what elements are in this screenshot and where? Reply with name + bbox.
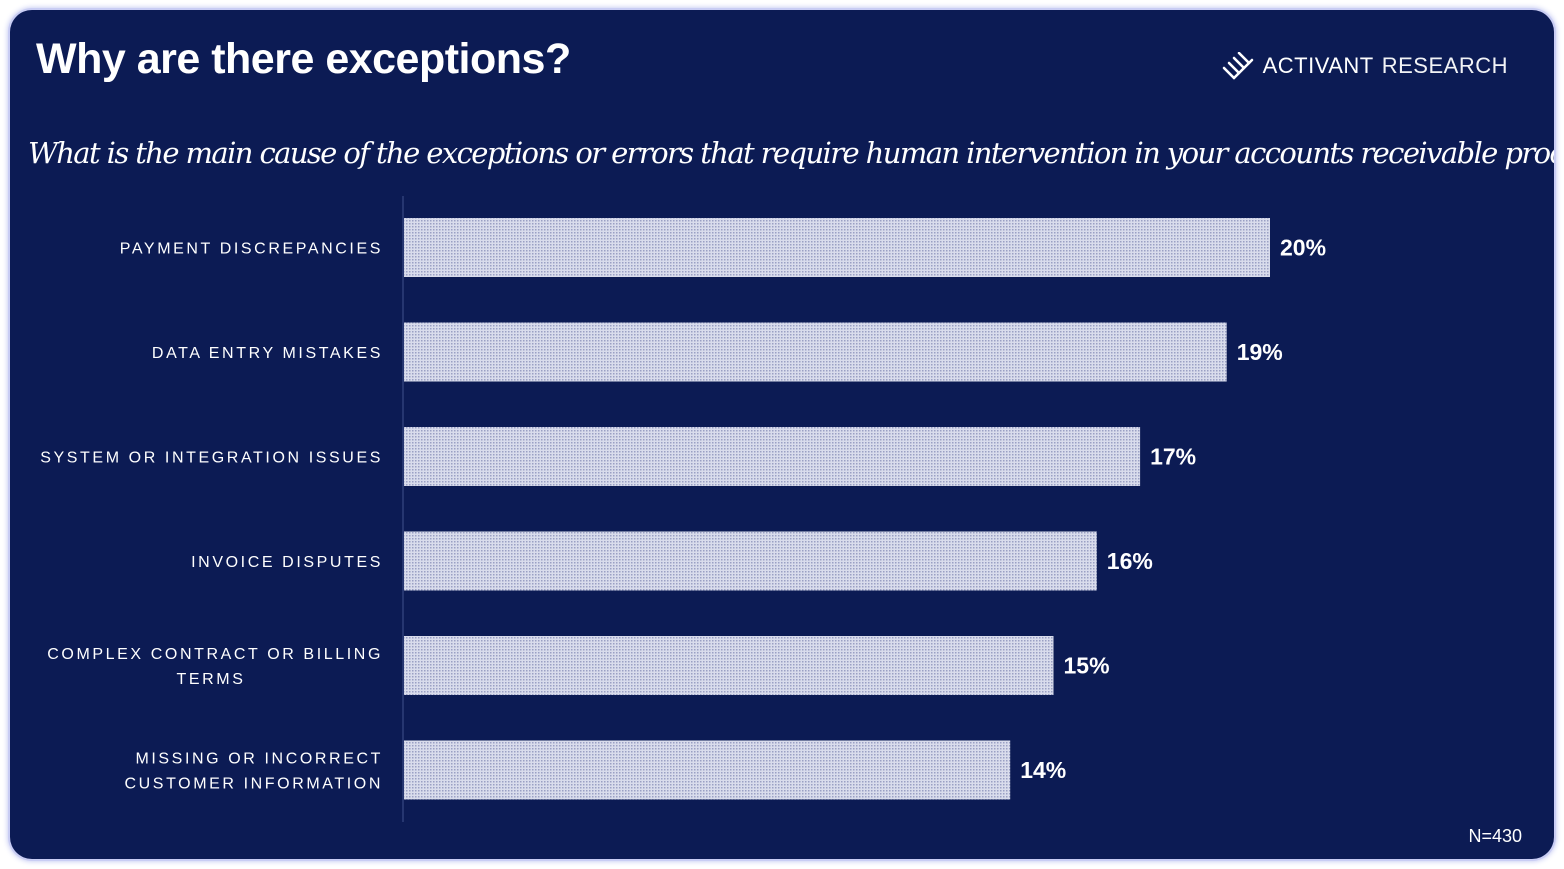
bar-5 — [404, 636, 1054, 695]
category-label-3: SYSTEM OR INTEGRATION ISSUES — [40, 450, 383, 467]
category-label-4: INVOICE DISPUTES — [191, 554, 383, 571]
category-label-6: MISSING OR INCORRECT CUSTOMER INFORMATION — [124, 751, 383, 793]
brand-suffix: RESEARCH — [1381, 53, 1508, 78]
bar-6 — [404, 740, 1011, 800]
value-label-5: 15% — [1064, 653, 1110, 679]
activant-logo-icon — [1222, 52, 1253, 80]
bar-4 — [404, 531, 1097, 591]
bar-1 — [404, 218, 1270, 277]
value-label-3: 17% — [1150, 444, 1196, 470]
value-label-1: 20% — [1280, 235, 1326, 261]
value-label-2: 19% — [1237, 339, 1283, 365]
category-label-5: COMPLEX CONTRACT OR BILLING TERMS — [47, 646, 383, 688]
value-label-6: 14% — [1020, 757, 1066, 783]
brand-name: ACTIVANT — [1262, 53, 1374, 78]
chart-card: Why are there exceptions? ACTIVANT RESEA… — [10, 10, 1554, 859]
bar-3 — [404, 427, 1141, 486]
value-label-4: 16% — [1107, 548, 1153, 574]
bar-2 — [404, 322, 1227, 382]
category-label-2: DATA ENTRY MISTAKES — [152, 345, 383, 362]
category-label-1: PAYMENT DISCREPANCIES — [120, 241, 383, 258]
sample-size: N=430 — [1468, 826, 1522, 846]
survey-question: What is the main cause of the exceptions… — [28, 136, 1554, 170]
brand-logo: ACTIVANT RESEARCH — [1221, 52, 1508, 80]
page-title: Why are there exceptions? — [36, 35, 571, 83]
bar-chart: 20% PAYMENT DISCREPANCIES 19% DATA ENTRY MI… — [40, 196, 1326, 822]
